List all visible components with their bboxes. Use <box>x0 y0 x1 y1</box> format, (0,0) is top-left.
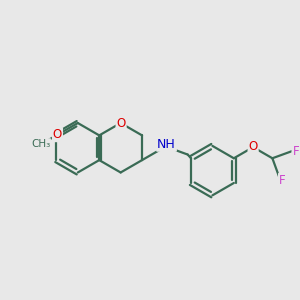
Text: O: O <box>53 128 62 141</box>
Text: O: O <box>116 116 126 130</box>
Text: CH₃: CH₃ <box>31 139 50 149</box>
Text: F: F <box>279 174 286 187</box>
Text: F: F <box>292 145 299 158</box>
Text: NH: NH <box>157 138 176 151</box>
Text: O: O <box>248 140 258 153</box>
